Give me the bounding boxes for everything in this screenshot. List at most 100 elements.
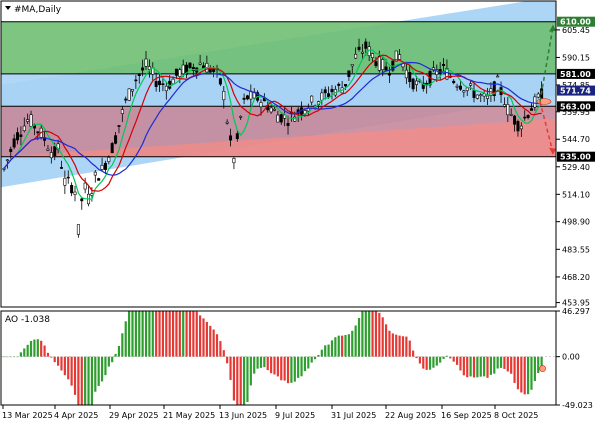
ao-bar <box>138 311 141 357</box>
time-tick-label: 22 Aug 2025 <box>385 411 436 420</box>
ao-bar <box>239 356 242 405</box>
ao-panel-frame <box>0 310 557 406</box>
ao-bar <box>459 356 462 371</box>
ao-bar <box>347 334 350 357</box>
candle-body <box>384 66 388 71</box>
candle-body <box>492 81 496 96</box>
price-tick-label: 605.45 <box>562 26 590 35</box>
candle-body <box>147 66 151 70</box>
candle-body <box>36 131 40 134</box>
ao-bar <box>6 356 9 358</box>
ao-bar <box>310 356 313 363</box>
level-tag <box>557 68 595 79</box>
ao-bar <box>283 356 286 381</box>
ao-bar <box>327 344 330 357</box>
ao-bar <box>293 356 296 382</box>
ao-tick-label: 0.00 <box>562 353 580 362</box>
candle-body <box>49 152 53 159</box>
candle-body <box>259 102 263 108</box>
ao-bar <box>395 334 398 357</box>
forecast-arrows <box>536 24 556 155</box>
ao-bar <box>121 333 124 357</box>
ao-bar <box>46 352 50 357</box>
ao-bar <box>320 349 323 357</box>
ao-title: AO -1.038 <box>5 315 50 325</box>
ao-bar <box>489 356 492 375</box>
candle-body <box>235 133 239 139</box>
ao-bar <box>131 311 134 357</box>
ao-bar <box>77 356 80 405</box>
ao-bar <box>19 352 23 357</box>
ao-bar <box>124 321 127 357</box>
ao-bar <box>168 311 171 357</box>
level-tag-label: 571.74 <box>560 87 591 96</box>
level-tag-label: 610.00 <box>560 18 591 27</box>
candle-body <box>344 84 348 87</box>
ao-bar <box>537 356 540 374</box>
ao-bar <box>334 337 337 357</box>
ao-bar <box>297 356 300 378</box>
arrowhead-up-icon <box>549 24 556 32</box>
ao-bar <box>40 340 43 357</box>
ao-bar <box>202 318 205 357</box>
ao-bar <box>90 356 94 405</box>
ao-tick-label: 46.297 <box>562 307 590 316</box>
ao-bar <box>533 356 536 382</box>
ao-bar <box>422 356 425 369</box>
ao-bar <box>232 356 236 401</box>
candle-body <box>100 164 104 170</box>
candle-body <box>239 116 243 118</box>
ma-line-3 <box>3 61 542 176</box>
time-tick-label: 9 Jul 2025 <box>275 411 315 420</box>
ao-bar <box>344 334 347 357</box>
candle-body <box>408 72 412 82</box>
ao-bar <box>510 356 513 374</box>
ao-bar <box>246 356 249 402</box>
candle-body <box>310 95 314 103</box>
ao-bar <box>374 311 378 357</box>
ao-bar <box>286 356 290 384</box>
candle-body <box>161 83 165 86</box>
time-tick-label: 31 Jul 2025 <box>331 411 376 420</box>
ao-bar <box>479 356 482 377</box>
price-tick-label: 574.85 <box>562 81 590 90</box>
candle-body <box>242 97 246 100</box>
candle-body <box>198 62 202 65</box>
time-tick-label: 4 Apr 2025 <box>54 411 98 420</box>
ao-bar <box>486 356 489 378</box>
ao-bar <box>23 348 26 357</box>
ao-bar <box>114 353 117 357</box>
ao-bar <box>128 311 131 357</box>
price-panel-frame <box>0 0 557 308</box>
ao-bar <box>226 356 229 364</box>
candle-body <box>70 184 74 194</box>
time-tick-label: 13 Jun 2025 <box>219 411 267 420</box>
ao-bar <box>455 356 459 365</box>
ao-bar <box>354 325 357 357</box>
candle-body <box>66 176 70 179</box>
level-tags: 610.00 581.00 571.74 563.00 535.00 <box>557 16 595 162</box>
level-tag <box>557 101 595 112</box>
candle-body <box>124 98 128 101</box>
candle-body <box>327 93 331 97</box>
ao-bar <box>192 311 195 357</box>
candle-body <box>519 125 523 130</box>
candle-body <box>462 90 466 93</box>
dropdown-triangle-icon[interactable] <box>5 6 11 10</box>
ao-bar <box>449 356 452 359</box>
ao-bar <box>469 356 472 377</box>
ao-bar <box>280 356 283 381</box>
ao-bar <box>432 356 435 368</box>
ao-bar <box>87 356 90 405</box>
ao-bar <box>104 356 107 376</box>
candle-body <box>178 69 182 77</box>
candle-body <box>536 93 540 98</box>
candle-body <box>516 121 520 132</box>
ao-bar <box>36 339 39 357</box>
ao-bar <box>472 356 476 378</box>
candle-body <box>218 78 222 85</box>
price-tick-label: 468.20 <box>562 273 590 282</box>
ao-bar <box>476 356 479 378</box>
candle-body <box>486 95 490 99</box>
